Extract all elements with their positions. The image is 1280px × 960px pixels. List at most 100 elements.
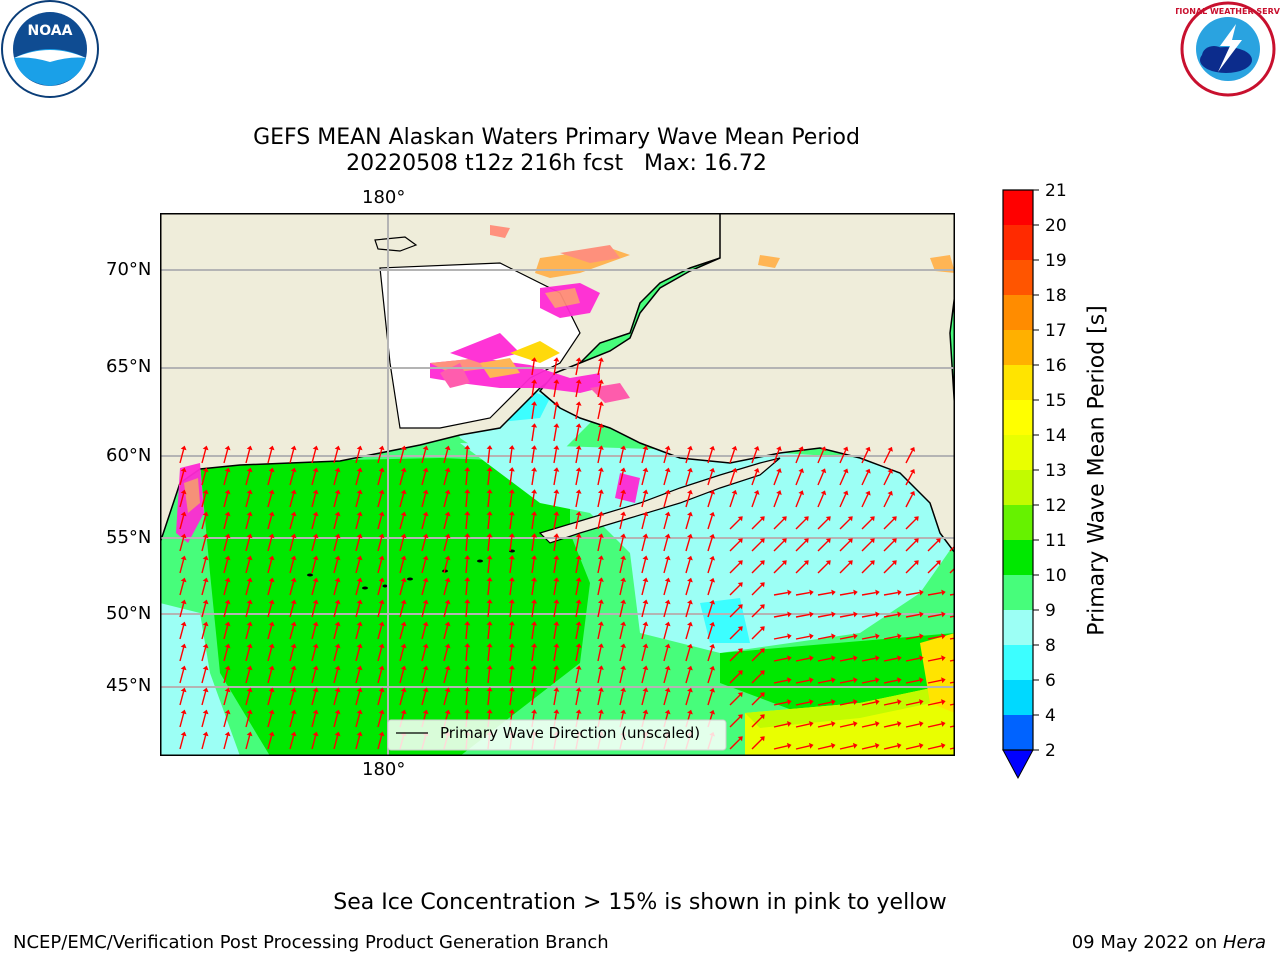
lat-label-60: 60°N <box>106 445 152 466</box>
wave-arrow-shaft <box>333 471 339 486</box>
wave-arrow-head <box>464 709 471 714</box>
wave-arrow-head <box>809 589 814 596</box>
wave-arrow-head <box>896 742 902 749</box>
wave-arrow-shaft <box>795 745 810 750</box>
wave-arrow-head <box>776 490 782 495</box>
wave-arrow-shaft <box>729 471 736 486</box>
wave-arrow-shaft <box>399 603 405 618</box>
wave-arrow-shaft <box>597 361 602 376</box>
wave-arrow-shaft <box>685 691 691 706</box>
wave-arrow-shaft <box>949 593 955 596</box>
wave-arrow-head <box>597 577 604 582</box>
wave-arrow-shaft <box>245 603 251 618</box>
wave-arrow-shaft <box>355 537 361 552</box>
wave-arrow-head <box>246 621 253 627</box>
sea-ice <box>176 225 955 543</box>
wave-arrow-shaft <box>751 672 763 684</box>
wave-arrow-shaft <box>201 559 207 574</box>
wave-arrow-head <box>268 599 275 605</box>
wave-arrow-head <box>290 533 297 539</box>
wave-arrow-shaft <box>839 723 854 728</box>
wave-arrow-head <box>334 511 341 517</box>
footer-date-text: 09 May 2022 on <box>1071 932 1223 953</box>
wave-arrow-head <box>709 511 716 517</box>
wave-arrow-head <box>731 467 738 473</box>
wave-arrow-shaft <box>487 559 491 574</box>
footer-host: Hera <box>1222 932 1266 953</box>
wave-arrow-head <box>531 709 538 714</box>
wave-arrow-head <box>941 589 946 596</box>
wave-arrow-head <box>731 445 738 451</box>
wave-arrow-head <box>444 621 451 627</box>
wave-arrow-shaft <box>883 745 898 750</box>
wave-arrow-shaft <box>333 493 339 508</box>
wave-arrow-head <box>642 445 649 451</box>
wave-arrow-shaft <box>729 540 741 552</box>
wave-arrow-head <box>378 555 385 561</box>
wave-arrow-head <box>508 555 515 560</box>
wave-arrow-shaft <box>245 669 251 684</box>
wave-arrow-head <box>464 467 471 472</box>
wave-arrow-head <box>853 721 858 727</box>
wave-arrow-shaft <box>201 625 207 640</box>
wave-arrow-head <box>356 445 363 451</box>
wave-arrow-head <box>664 577 671 583</box>
lat-label-70: 70°N <box>106 259 152 280</box>
wave-arrow-shaft <box>245 515 251 530</box>
wave-arrow-shaft <box>729 650 741 662</box>
wave-arrow-head <box>312 467 319 473</box>
wave-arrow-head <box>687 621 693 627</box>
wave-arrow-shaft <box>553 383 558 398</box>
wave-arrow-shaft <box>421 449 427 464</box>
wave-arrow-shaft <box>795 518 807 530</box>
wave-arrow-head <box>918 742 924 749</box>
wave-arrow-shaft <box>597 603 602 618</box>
wave-arrow-head <box>224 643 231 649</box>
wave-arrow-head <box>290 643 297 649</box>
wave-arrow-head <box>444 489 451 495</box>
wave-arrow-shaft <box>839 493 847 508</box>
wave-arrow-shaft <box>817 591 832 596</box>
wave-arrow-head <box>553 555 560 560</box>
wave-arrow-shaft <box>597 493 602 508</box>
wave-arrow-head <box>737 626 743 632</box>
wave-arrow-head <box>865 468 871 474</box>
wave-arrow-shaft <box>201 735 207 750</box>
wave-arrow-head <box>268 555 275 561</box>
wave-arrow-shaft <box>839 613 854 618</box>
wave-arrow-shaft <box>267 471 273 486</box>
wave-arrow-head <box>759 582 765 588</box>
wave-arrow-shaft <box>377 669 383 684</box>
wave-arrow-shaft <box>465 470 468 486</box>
map-frame <box>160 213 955 756</box>
colorbar-tick-label: 9 <box>1045 601 1056 621</box>
wave-arrow-head <box>268 533 275 539</box>
wave-arrow-head <box>224 489 231 495</box>
wave-arrow-head <box>400 533 407 539</box>
wave-arrow-shaft <box>729 584 741 596</box>
wave-arrow-head <box>312 489 319 495</box>
wave-arrow-head <box>820 468 827 474</box>
wave-arrow-shaft <box>267 647 273 662</box>
wave-arrow-shaft <box>223 537 229 552</box>
wave-arrow-head <box>941 677 946 684</box>
wave-arrow-shaft <box>311 691 317 706</box>
wave-arrow-head <box>378 709 385 715</box>
wave-arrow-shaft <box>685 515 691 530</box>
wave-arrow-shaft <box>531 449 535 464</box>
wave-arrow-shaft <box>553 405 558 420</box>
wave-arrow-shaft <box>707 691 713 706</box>
colorbar-segment <box>1003 470 1033 505</box>
colorbar-segment <box>1003 505 1033 540</box>
wave-arrow-head <box>400 643 407 649</box>
wave-arrow-head <box>553 401 560 406</box>
wave-arrow-shaft <box>201 603 207 618</box>
wave-arrow-shaft <box>905 472 914 486</box>
wave-arrow-shaft <box>751 628 763 640</box>
wave-arrow-head <box>687 489 693 495</box>
wave-arrow-shaft <box>773 745 788 750</box>
wave-arrow-shaft <box>311 449 317 464</box>
wave-arrow-shaft <box>509 537 513 552</box>
wave-arrow-shaft <box>443 691 449 706</box>
wave-arrow-head <box>356 533 363 539</box>
